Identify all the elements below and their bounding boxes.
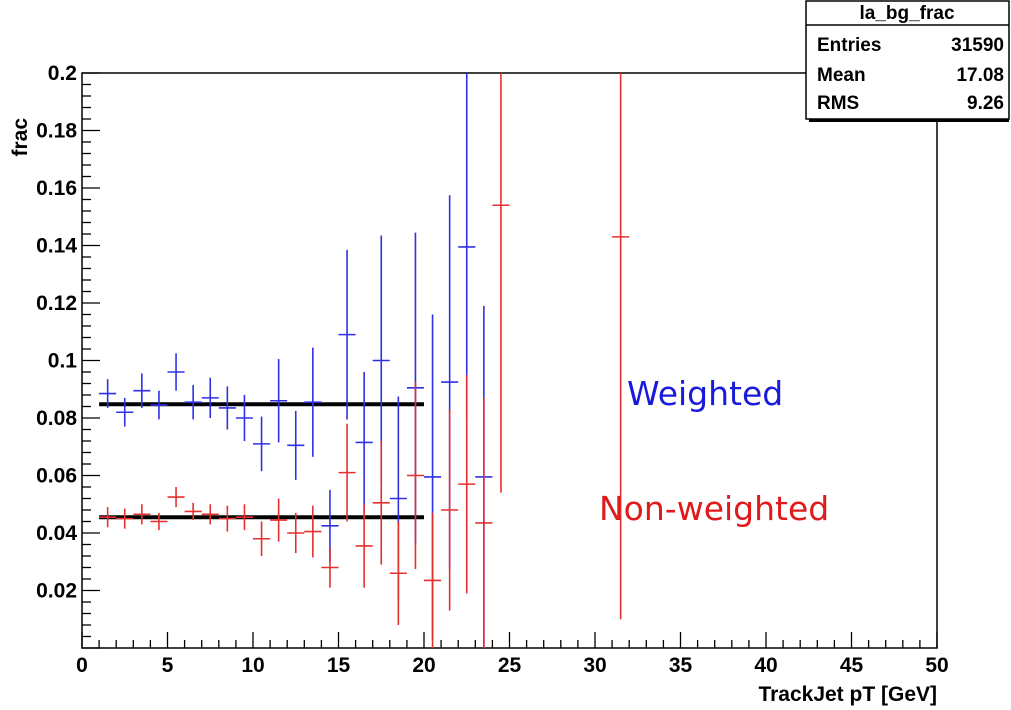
data-point	[201, 504, 219, 525]
data-point	[150, 390, 168, 420]
x-tick-label: 25	[498, 654, 522, 677]
series-1	[99, 73, 630, 648]
stats-value-rms: 9.26	[967, 93, 1004, 114]
y-tick-label: 0.18	[36, 120, 77, 143]
data-point	[184, 384, 202, 420]
x-tick-label: 50	[925, 654, 948, 677]
x-tick-label: 45	[840, 654, 864, 677]
data-point	[338, 423, 356, 522]
x-tick-label: 35	[669, 654, 693, 677]
series-0	[99, 73, 493, 648]
data-point	[116, 397, 134, 427]
data-point	[99, 379, 117, 408]
stats-box-title: la_bg_frac	[859, 3, 954, 24]
data-point	[304, 505, 322, 558]
data-point	[458, 73, 476, 421]
data-point	[612, 73, 630, 620]
stats-label-rms: RMS	[817, 93, 859, 114]
data-point	[270, 498, 288, 542]
data-point	[338, 249, 356, 420]
fit-lines	[99, 402, 424, 520]
data-point	[441, 409, 459, 611]
data-point	[458, 374, 476, 594]
data-point	[235, 504, 253, 531]
y-tick-label: 0.12	[36, 292, 77, 315]
x-tick-label: 10	[241, 654, 264, 677]
data-point	[218, 386, 236, 430]
stats-label-mean: Mean	[817, 65, 866, 86]
data-point	[99, 507, 117, 528]
stats-box-frame	[805, 0, 1010, 120]
stats-value-entries: 31590	[951, 35, 1004, 56]
y-tick-label: 0.04	[36, 522, 77, 545]
data-point	[201, 377, 219, 418]
data-point	[492, 73, 510, 493]
data-point	[475, 397, 493, 648]
data-point	[270, 359, 288, 443]
data-point	[133, 373, 151, 408]
data-point	[321, 547, 339, 588]
x-axis-title: TrackJet pT [GeV]	[758, 683, 937, 706]
annotation-weighted: Weighted	[627, 374, 783, 413]
data-point	[424, 512, 442, 648]
annotation-non-weighted: Non-weighted	[599, 489, 829, 528]
x-tick-label: 40	[754, 654, 777, 677]
data-point	[287, 410, 305, 480]
axis-ticks	[81, 72, 938, 649]
y-tick-label: 0.02	[36, 580, 77, 603]
plot-frame	[81, 72, 938, 649]
data-point	[184, 502, 202, 521]
stats-value-mean: 17.08	[956, 65, 1004, 86]
tick-labels: 0 5 10 15 20 25 30 35 40 45 50 0.02 0.04 0.06 0.08 0.1 0…	[36, 62, 949, 677]
data-point	[218, 505, 236, 532]
y-axis-title: frac	[9, 118, 32, 157]
x-tick-label: 0	[76, 654, 88, 677]
data-point	[133, 504, 151, 525]
y-tick-label: 0.16	[36, 177, 77, 200]
data-point	[253, 521, 271, 556]
data-point	[167, 353, 185, 391]
data-series	[99, 73, 630, 648]
x-tick-label: 5	[162, 654, 174, 677]
data-point	[355, 372, 373, 513]
data-point	[167, 487, 185, 508]
data-point	[355, 504, 373, 588]
data-point	[150, 512, 168, 531]
stats-box-shadow-bottom	[809, 119, 1009, 122]
data-point	[253, 416, 271, 472]
data-point	[304, 347, 322, 457]
x-tick-label: 20	[412, 654, 435, 677]
data-point	[406, 382, 424, 569]
y-tick-label: 0.08	[36, 407, 77, 430]
y-tick-label: 0.14	[36, 235, 77, 258]
data-point	[235, 395, 253, 441]
data-point	[287, 512, 305, 554]
x-tick-label: 15	[327, 654, 351, 677]
x-tick-label: 30	[583, 654, 606, 677]
stats-box: la_bg_frac Entries 31590 Mean 17.08 RMS …	[805, 0, 1010, 122]
data-point	[372, 441, 390, 565]
data-point	[116, 508, 134, 529]
data-point	[389, 521, 407, 625]
y-tick-label: 0.2	[48, 62, 77, 85]
y-tick-label: 0.1	[48, 350, 78, 373]
stats-label-entries: Entries	[817, 35, 881, 56]
y-tick-label: 0.06	[36, 465, 77, 488]
